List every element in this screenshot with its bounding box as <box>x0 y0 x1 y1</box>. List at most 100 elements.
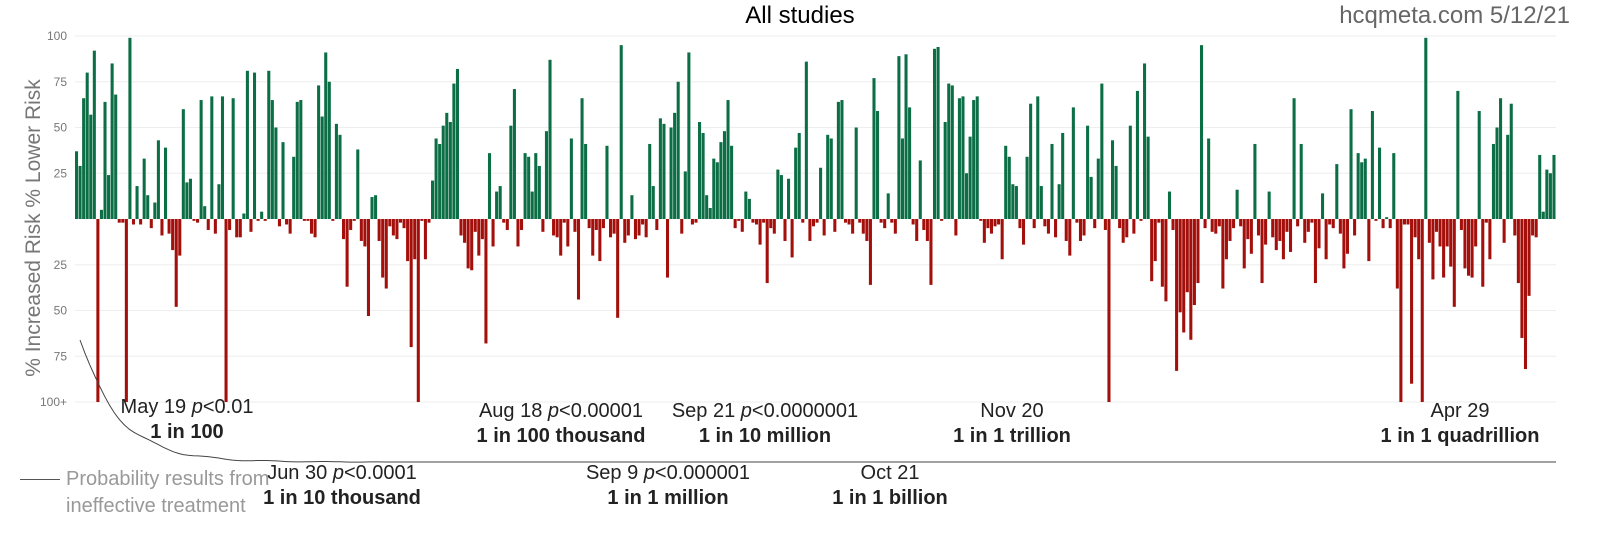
bar-negative <box>815 219 819 223</box>
bar-negative <box>395 219 399 240</box>
bar-negative <box>423 219 427 260</box>
milestone-odds: 1 in 10 thousand <box>263 487 421 509</box>
bar-negative <box>890 219 894 223</box>
bar-positive <box>965 173 969 219</box>
bar-positive <box>886 193 890 219</box>
bar-positive <box>698 122 702 219</box>
bar-negative <box>1399 219 1403 402</box>
milestone-annotation: May 19 p<0.01 1 in 100 <box>121 396 254 444</box>
bar-positive <box>1292 98 1296 219</box>
bar-negative <box>1527 219 1531 296</box>
source-label: hcqmeta.com 5/12/21 <box>1339 2 1570 29</box>
bar-negative <box>680 219 684 234</box>
bar-negative <box>1196 219 1200 284</box>
bar-negative <box>893 219 897 234</box>
bar-positive <box>569 138 573 219</box>
bar-positive <box>455 68 459 219</box>
milestone-date: Aug 18 p<0.00001 <box>477 400 646 423</box>
bar-negative <box>480 219 484 240</box>
milestone-date-text: Oct 21 <box>860 462 920 484</box>
bar-positive <box>701 132 705 219</box>
bar-negative <box>160 219 164 236</box>
milestone-odds: 1 in 1 million <box>607 487 729 509</box>
bar-positive <box>854 127 858 219</box>
bar-positive <box>295 101 299 219</box>
bar-negative <box>989 219 993 234</box>
bar-positive <box>1128 125 1132 219</box>
milestone-date-text: Nov 20 <box>980 400 1044 422</box>
bar-negative <box>1484 219 1488 223</box>
bar-positive <box>900 138 904 219</box>
bar-positive <box>712 158 716 219</box>
bar-negative <box>1442 219 1446 278</box>
bar-negative <box>765 219 769 284</box>
bar-negative <box>1285 219 1289 232</box>
bar-negative <box>1210 219 1214 232</box>
bar-negative <box>762 219 766 223</box>
bar-positive <box>794 147 798 219</box>
bar-positive <box>260 211 264 219</box>
bar-negative <box>263 219 267 221</box>
bar-negative <box>1353 219 1357 236</box>
bar-positive <box>1057 184 1061 219</box>
bar-negative <box>822 219 826 236</box>
bar-negative <box>406 219 410 262</box>
bar-negative <box>1157 219 1161 223</box>
bar-positive <box>1424 37 1428 219</box>
bar-positive <box>1253 143 1257 219</box>
milestone-annotation: Nov 20 1 in 1 trillion <box>953 400 1071 448</box>
bar-negative <box>637 219 641 236</box>
milestone-date: May 19 p<0.01 <box>121 396 254 419</box>
bar-negative <box>520 219 524 230</box>
bar-positive <box>1299 143 1303 219</box>
bar-negative <box>1395 219 1399 289</box>
bar-negative <box>1438 219 1442 247</box>
bar-negative <box>1032 219 1036 229</box>
y-tick-label: 100 <box>47 29 67 43</box>
bar-negative <box>1281 219 1285 260</box>
bar-negative <box>1228 219 1232 241</box>
bar-negative <box>391 219 395 236</box>
bar-positive <box>1392 153 1396 219</box>
bar-positive <box>512 89 516 219</box>
bar-positive <box>445 112 449 219</box>
bar-negative <box>861 219 865 234</box>
bar-positive <box>146 195 150 219</box>
bar-positive <box>1495 127 1499 219</box>
bar-positive <box>534 153 538 219</box>
bar-positive <box>1552 154 1556 219</box>
bar-negative <box>609 219 613 238</box>
milestone-pvalue: p<0.000001 <box>643 462 751 484</box>
bar-negative <box>1463 219 1467 269</box>
bar-positive <box>299 100 303 219</box>
bar-negative <box>1271 219 1275 238</box>
bar-negative <box>174 219 178 307</box>
bar-positive <box>1011 184 1015 219</box>
milestone-odds: 1 in 100 thousand <box>476 425 646 447</box>
bar-positive <box>1143 63 1147 220</box>
bar-positive <box>107 175 111 219</box>
bar-negative <box>1171 219 1175 230</box>
milestone-date-text: May 19 <box>120 396 187 418</box>
bar-positive <box>495 191 499 219</box>
milestone-annotation: Sep 21 p<0.0000001 1 in 10 million <box>672 400 858 448</box>
bar-positive <box>548 59 552 219</box>
bar-positive <box>128 37 132 219</box>
bar-negative <box>559 219 563 256</box>
bar-negative <box>1021 219 1026 245</box>
y-axis-label: % Increased Risk % Lower Risk <box>22 79 45 377</box>
bar-positive <box>1135 90 1139 220</box>
bar-negative <box>1520 219 1524 338</box>
bar-negative <box>249 219 253 232</box>
bar-negative <box>772 219 776 234</box>
bar-negative <box>626 219 630 236</box>
bar-negative <box>235 219 239 238</box>
bar-negative <box>1018 219 1022 229</box>
bar-positive <box>185 182 189 219</box>
bar-positive <box>730 145 734 219</box>
bar-positive <box>374 195 378 219</box>
bar-negative <box>1239 219 1243 227</box>
bar-negative <box>505 219 509 230</box>
bar-positive <box>943 122 947 219</box>
bar-negative <box>644 219 648 238</box>
